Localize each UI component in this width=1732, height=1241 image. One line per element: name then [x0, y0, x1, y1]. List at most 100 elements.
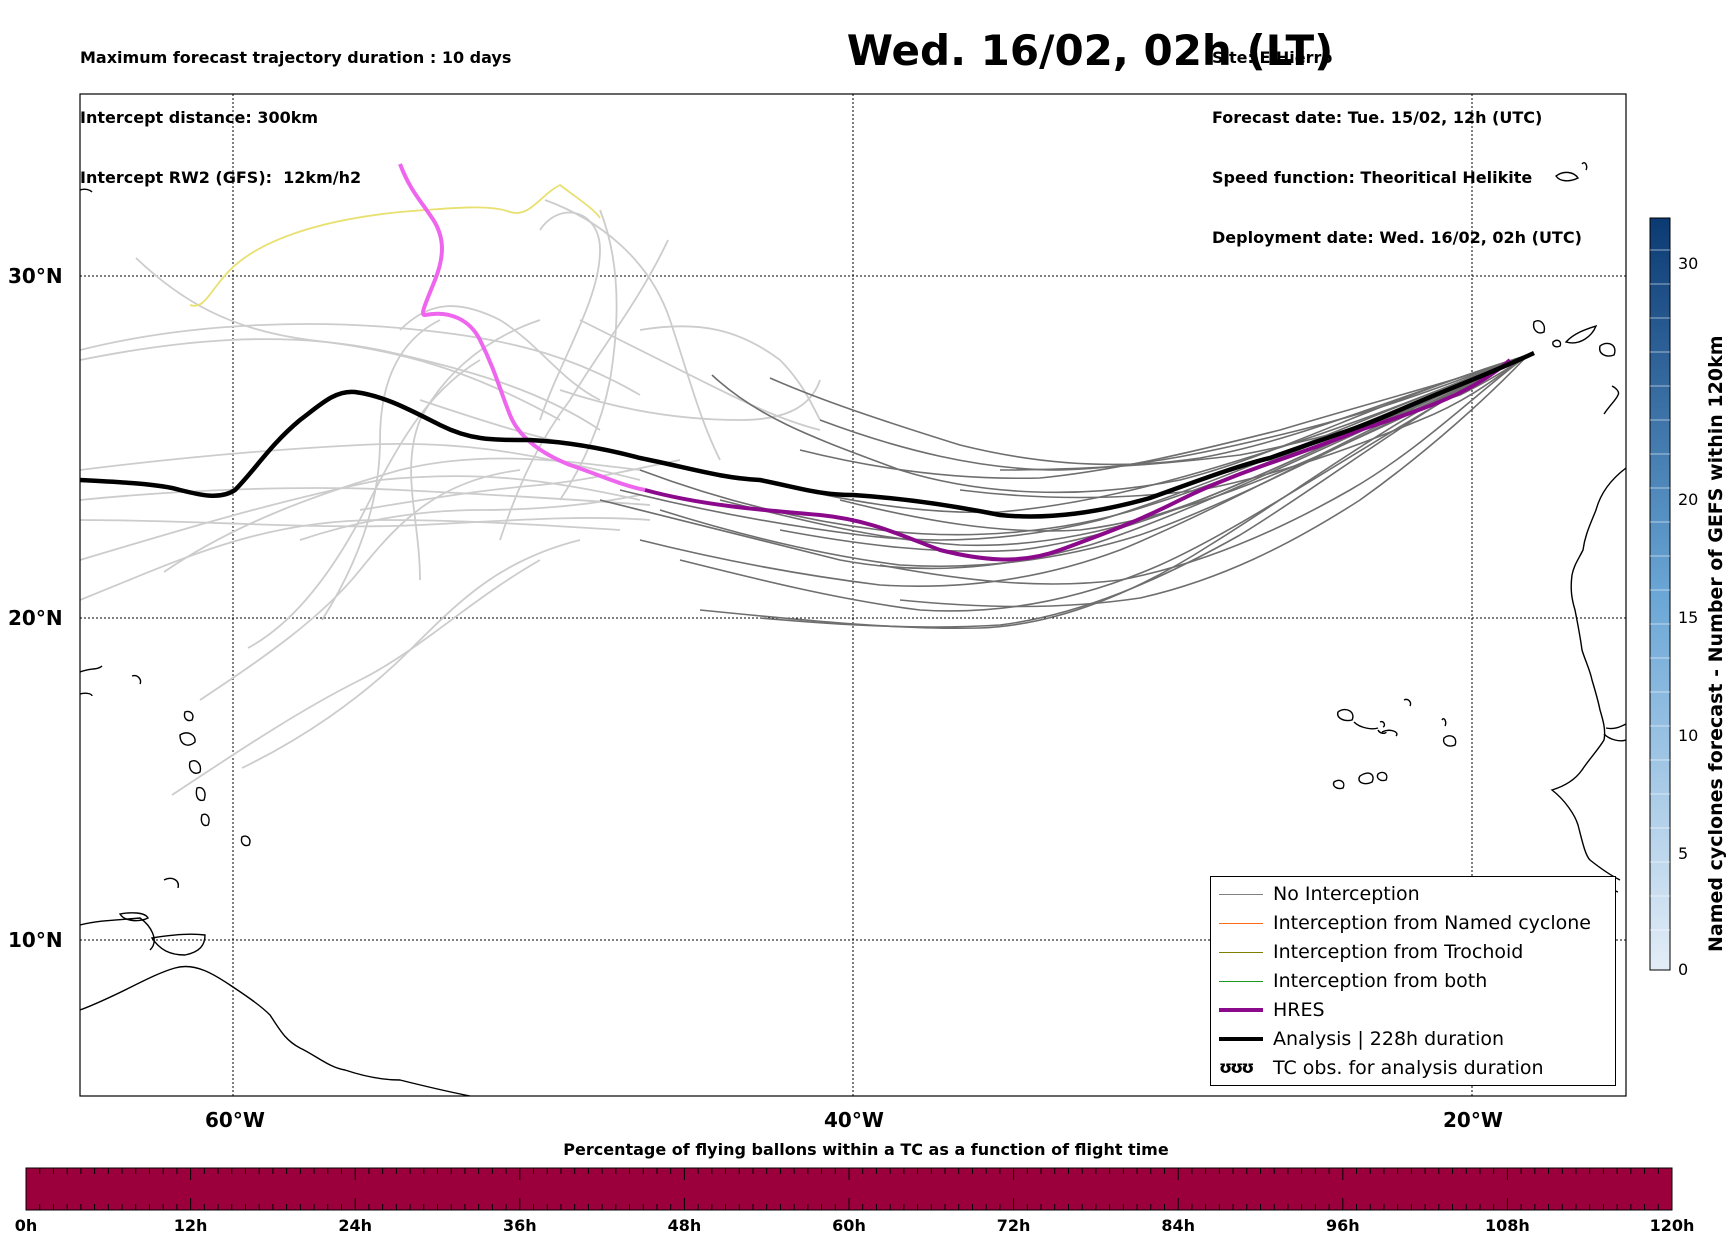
tc-symbol-icon: ʊʊʊ — [1219, 1058, 1254, 1078]
coastline-island — [195, 786, 206, 802]
ensemble-track — [799, 354, 1529, 480]
header-line-deployment-date: Deployment date: Wed. 16/02, 02h (UTC) — [1212, 228, 1582, 247]
coastline-island-capeverde — [1376, 771, 1388, 782]
ensemble-tracks-near — [599, 354, 1529, 630]
ensemble-track — [399, 305, 601, 401]
coastline-island-lapalma — [1532, 320, 1546, 334]
colorbar-tick: 5 — [1678, 844, 1689, 863]
coastline-island-capeverde — [1441, 717, 1447, 727]
header-line-rw2: Intercept RW2 (GFS): 12km/h2 — [80, 168, 362, 187]
legend-swatch — [1219, 981, 1263, 982]
percentage-bar-tick-label: 84h — [1161, 1216, 1196, 1235]
coastline-venezuela — [80, 917, 155, 951]
ensemble-track — [199, 469, 521, 701]
ensemble-track — [80, 487, 651, 506]
ensemble-track — [241, 539, 581, 769]
colorbar-tick: 0 — [1678, 960, 1689, 979]
ensemble-track — [639, 354, 1529, 536]
ensemble-track — [639, 354, 1529, 587]
map-frame — [79, 93, 1627, 1097]
colorbar-tick: 15 — [1678, 608, 1699, 627]
lon-label-60w: 60°W — [205, 1108, 265, 1132]
header-line-duration: Maximum forecast trajectory duration : 1… — [80, 48, 512, 67]
percentage-bar-tick-label: 24h — [338, 1216, 373, 1235]
legend-label: TC obs. for analysis duration — [1273, 1057, 1544, 1079]
coastline-island-capeverde — [1358, 772, 1374, 785]
legend-label: HRES — [1273, 999, 1325, 1021]
percentage-bar-title: Percentage of flying ballons within a TC… — [563, 1140, 1169, 1159]
ensemble-track — [299, 494, 641, 541]
coastline-island — [240, 835, 251, 847]
header-right: Site: ElHierro Forecast date: Tue. 15/02… — [1212, 8, 1582, 268]
header-line-distance: Intercept distance: 300km — [80, 108, 319, 127]
ensemble-track — [359, 459, 681, 511]
header-line-forecast-date: Forecast date: Tue. 15/02, 12h (UTC) — [1212, 108, 1543, 127]
header-line-site: Site: ElHierro — [1212, 48, 1333, 67]
coastline-island-capeverde — [1403, 698, 1412, 707]
coastline-island-capeverde — [1377, 729, 1387, 735]
percentage-bar-tick-label: 120h — [1649, 1216, 1695, 1235]
ensemble-track — [769, 354, 1529, 466]
coastline-trinidad — [150, 933, 206, 956]
coastline-africa-senegal — [1603, 733, 1626, 742]
legend-swatch — [1219, 1037, 1263, 1041]
percentage-bar-tick-label: 96h — [1325, 1216, 1360, 1235]
colorbar-tick: 30 — [1678, 254, 1699, 273]
legend-label: Interception from Named cyclone — [1273, 912, 1591, 934]
percentage-bar-tick-label: 0h — [14, 1216, 38, 1235]
header-line-speed-function: Speed function: Theoritical Helikite — [1212, 168, 1533, 187]
ensemble-track — [999, 354, 1529, 471]
colorbar-fill — [1649, 217, 1671, 971]
coastline-island — [183, 710, 194, 722]
legend-item-both: Interception from both — [1211, 967, 1615, 996]
coastline-island-capeverde — [1442, 735, 1457, 747]
coastline-island — [131, 674, 142, 685]
lat-label-30n: 30°N — [8, 264, 63, 288]
ensemble-track — [899, 354, 1529, 608]
colorbar-tick: 10 — [1678, 726, 1699, 745]
colorbar — [1649, 217, 1671, 971]
ensemble-track — [579, 319, 821, 431]
ensemble-track — [80, 323, 641, 396]
legend-label: No Interception — [1273, 883, 1420, 905]
ensemble-track — [559, 379, 821, 421]
ensemble-track — [699, 354, 1529, 630]
ensemble-tracks-far — [80, 199, 821, 796]
coastline-island — [80, 188, 93, 193]
analysis-track — [80, 350, 1535, 519]
coastline-island-madeira2 — [1581, 162, 1588, 171]
coastline-south-america — [80, 965, 471, 1096]
coastline-west-africa — [1550, 467, 1626, 881]
ensemble-track — [80, 442, 641, 481]
ensemble-track — [559, 209, 618, 501]
legend-swatch — [1219, 1008, 1263, 1012]
legend-label: Interception from both — [1273, 970, 1488, 992]
coastline-island-capeverde — [1337, 708, 1354, 722]
hres-track — [644, 358, 1512, 562]
coastline-island-capeverde — [1379, 720, 1386, 728]
ensemble-track — [80, 517, 651, 528]
percentage-bar-tick-label: 72h — [996, 1216, 1031, 1235]
ensemble-track — [247, 359, 481, 649]
legend-swatch — [1219, 894, 1263, 895]
coastline-island — [80, 665, 103, 673]
ensemble-track — [959, 354, 1529, 499]
coastline-island-capeverde — [1381, 729, 1398, 737]
legend-item-analysis: Analysis | 228h duration — [1211, 1025, 1615, 1054]
colorbar-title: Named cyclones forecast - Number of GEFS… — [1705, 335, 1727, 952]
legend: No Interception Interception from Named … — [1210, 876, 1616, 1086]
lon-label-40w: 40°W — [824, 1108, 884, 1132]
colorbar-tick: 20 — [1678, 490, 1699, 509]
legend-swatch — [1219, 923, 1263, 924]
coastlines — [80, 162, 1626, 1096]
percentage-bar-tick-label: 36h — [502, 1216, 537, 1235]
legend-label: Interception from Trochoid — [1273, 941, 1524, 963]
lat-label-20n: 20°N — [8, 606, 63, 630]
coastline-island — [80, 692, 93, 697]
coastline-island-grancanaria — [1599, 342, 1616, 357]
ensemble-track — [819, 354, 1529, 471]
ensemble-track — [679, 354, 1529, 612]
legend-item-hres: HRES — [1211, 996, 1615, 1025]
coastline-island-gomera — [1552, 339, 1562, 348]
